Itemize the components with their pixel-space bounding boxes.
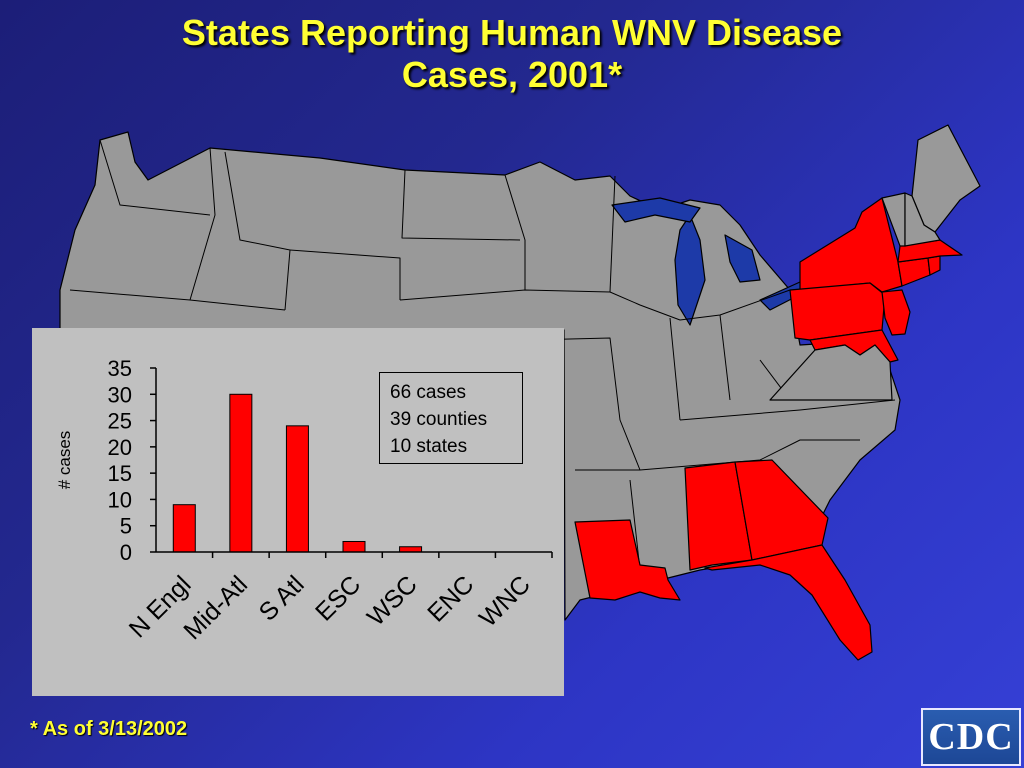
state-florida	[704, 544, 873, 661]
y-tick-label: 5	[120, 514, 132, 539]
y-tick-label: 20	[108, 435, 132, 460]
summary-states: 10 states	[390, 436, 468, 457]
state-rhode-island	[927, 255, 941, 276]
chart-panel: 0 5 10 15 20 25 30 35 N Engl Mid-Atl S Atl ESC WSC E…	[32, 328, 564, 696]
lake-huron	[724, 234, 761, 283]
state-maine	[911, 124, 981, 233]
bar-n-engl	[172, 504, 196, 553]
state-new-hampshire	[904, 192, 941, 247]
state-georgia	[734, 459, 829, 561]
state-alabama	[684, 461, 753, 571]
bar-s-atl	[285, 425, 309, 553]
x-tick-label: S Atl	[254, 570, 310, 626]
title-line-2: Cases, 2001*	[401, 54, 623, 95]
state-new-jersey	[881, 289, 911, 336]
summary-box: 66 cases 39 counties 10 states	[379, 372, 523, 464]
lake-michigan	[674, 214, 706, 326]
lake-superior	[611, 197, 701, 223]
slide-title: States Reporting Human WNV Disease Cases…	[0, 12, 1024, 96]
y-tick-label: 35	[108, 356, 132, 381]
y-tick-label: 15	[108, 461, 132, 486]
state-connecticut	[897, 257, 931, 287]
x-tick-label: ENC	[422, 570, 479, 627]
y-axis-label: # cases	[55, 431, 74, 490]
x-tick-label: WSC	[362, 570, 423, 631]
bar-esc	[342, 540, 366, 553]
state-louisiana	[574, 519, 681, 601]
summary-counties: 39 counties	[390, 409, 488, 430]
bar-wsc	[399, 546, 423, 553]
cdc-logo: CDC	[921, 708, 1021, 766]
x-tick-label: Mid-Atl	[178, 570, 253, 645]
y-tick-label: 30	[108, 382, 132, 407]
title-line-1: States Reporting Human WNV Disease	[181, 12, 843, 53]
bar-mid-atl	[229, 393, 253, 553]
y-tick-label: 25	[108, 409, 132, 434]
x-tick-label: WNC	[474, 570, 536, 632]
footnote: * As of 3/13/2002	[30, 718, 188, 740]
y-tick-label: 10	[108, 487, 132, 512]
state-virginia	[769, 344, 893, 401]
x-tick-label: ESC	[310, 570, 366, 626]
summary-cases: 66 cases	[390, 382, 467, 403]
y-tick-label: 0	[120, 540, 132, 565]
